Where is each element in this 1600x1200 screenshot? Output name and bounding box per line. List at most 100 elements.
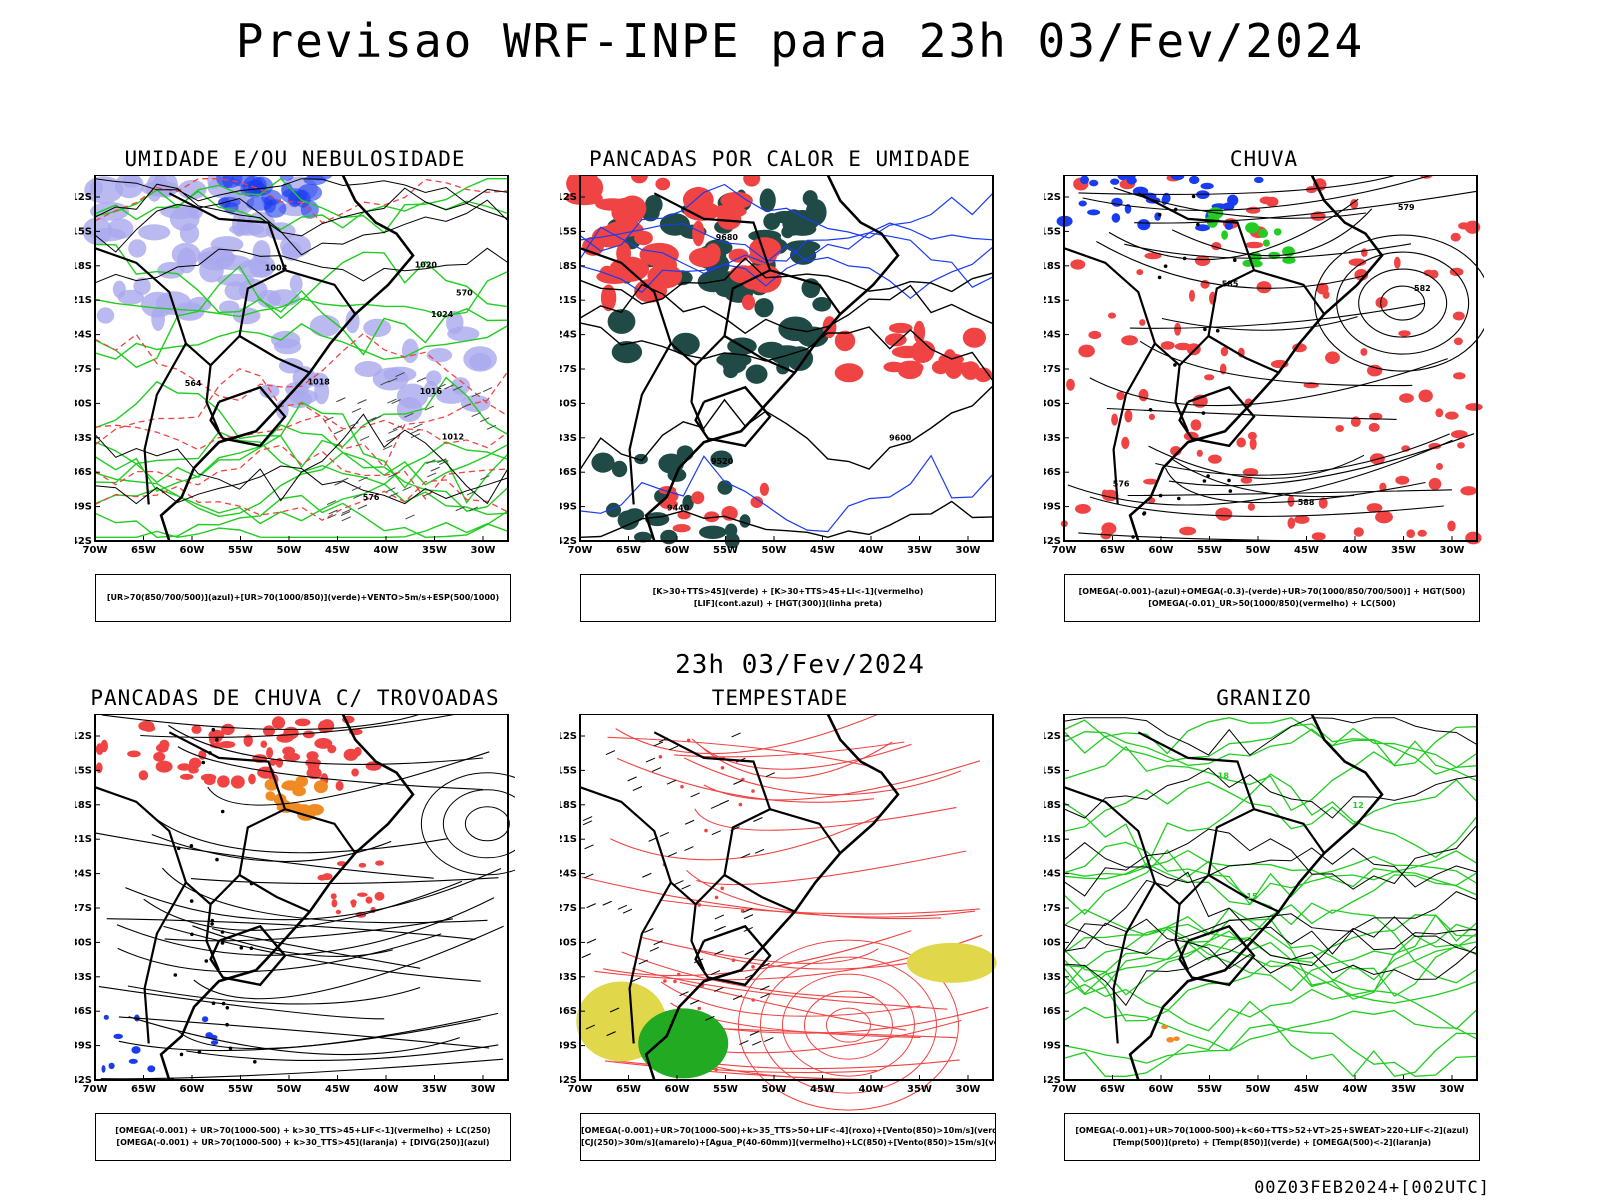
shaded-cell — [591, 452, 615, 473]
shaded-cell — [1101, 522, 1117, 535]
streamline-arrow — [1233, 258, 1237, 262]
shaded-cell — [294, 718, 311, 727]
shaded-cell — [365, 896, 373, 904]
lon-tick-label: 70W — [83, 545, 108, 556]
legend-line-1: [OMEGA(-0.001)+UR>70(1000-500)+k<60+TTS>… — [1075, 1126, 1469, 1135]
lat-tick-label: 24S — [1044, 869, 1061, 880]
shaded-cell — [1394, 256, 1401, 269]
shaded-cell — [108, 1062, 115, 1070]
streamline — [161, 867, 488, 924]
shaded-cell — [327, 744, 337, 754]
streamline-arrow — [680, 784, 684, 789]
field-shading — [1161, 1024, 1180, 1043]
legend-line-2: [OMEGA(-0.01)_UR>50(1000/850)(vermelho) … — [1148, 599, 1396, 608]
shaded-cell — [1350, 199, 1359, 209]
contour-line — [1063, 871, 1478, 955]
wind-vector — [444, 384, 454, 390]
streamline-arrow — [1148, 408, 1153, 412]
wind-vector — [386, 487, 396, 493]
shaded-cell — [1166, 1037, 1175, 1043]
lat-tick-label: 18S — [75, 261, 92, 272]
wind-vector — [351, 486, 362, 492]
shaded-cell — [1245, 222, 1260, 234]
wind-vector — [426, 459, 436, 465]
lon-tick-label: 70W — [83, 1084, 108, 1095]
streamline — [683, 757, 962, 796]
wind-vector — [631, 977, 641, 983]
contour-label: 9440 — [667, 503, 690, 512]
shaded-cell — [1124, 175, 1136, 181]
panel-granizo: GRANIZO 12S 15S 18S 21S 24S 27S 30S 33S 36S 39S 42… — [1044, 686, 1484, 1186]
contour-line — [579, 244, 994, 299]
shaded-cell — [1075, 504, 1091, 514]
shaded-cell — [177, 763, 192, 771]
uruguay-outline — [209, 385, 287, 448]
shaded-cell — [1335, 425, 1344, 432]
strong-wind-shading — [638, 1008, 729, 1079]
contour-line — [94, 368, 509, 469]
contour-line — [94, 265, 509, 369]
streamline — [186, 1044, 499, 1062]
streamline-arrow — [220, 809, 225, 814]
streamline-arrow — [210, 918, 215, 923]
lat-tick-label: 15S — [75, 765, 92, 776]
shaded-cell — [1148, 413, 1155, 421]
shaded-cell — [426, 347, 453, 363]
legend-line-1: [OMEGA(-0.001) + UR>70(1000-500) + k>30_… — [115, 1126, 491, 1135]
shaded-cell — [89, 201, 130, 221]
shaded-cell — [778, 316, 813, 342]
wind-vector — [714, 914, 725, 920]
shaded-cell — [358, 862, 367, 868]
uruguay-outline — [694, 924, 772, 987]
streamline — [163, 925, 481, 982]
streamline — [607, 736, 874, 768]
map-layer — [1063, 714, 1384, 1081]
wind-vector — [326, 500, 337, 506]
lat-tick-label: 21S — [75, 834, 92, 845]
contour-line — [579, 226, 994, 288]
wind-vector — [416, 377, 427, 383]
shaded-cell — [710, 450, 733, 468]
shaded-cell — [1215, 507, 1233, 521]
shaded-cell — [260, 740, 268, 748]
coastline — [1128, 714, 1384, 1081]
contour-label: 585 — [1222, 280, 1239, 289]
streamline — [98, 986, 385, 1020]
wind-vector — [740, 853, 751, 859]
lat-tick-label: 39S — [560, 502, 577, 513]
wind-vector — [585, 1024, 596, 1030]
shaded-cell — [152, 175, 168, 197]
forecast-time-subtitle: 23h 03/Fev/2024 — [675, 650, 925, 680]
lat-tick-label: 33S — [560, 433, 577, 444]
lon-tick-label: 70W — [1052, 1084, 1077, 1095]
lat-tick-label: 30S — [560, 937, 577, 948]
wind-vector — [622, 908, 633, 914]
lon-tick-label: 30W — [471, 1084, 496, 1095]
streamline-arrow — [176, 846, 181, 851]
lat-tick-label: 27S — [560, 364, 577, 375]
wind-vector — [328, 509, 338, 515]
streamline — [207, 751, 490, 806]
contour-line — [94, 178, 509, 224]
wind-vector — [674, 880, 684, 885]
map-layer — [1063, 175, 1384, 542]
shaded-cell — [1369, 412, 1383, 421]
shaded-cell — [212, 731, 223, 743]
wind-vector — [371, 415, 382, 421]
border-line — [168, 731, 287, 971]
wind-vector — [668, 745, 679, 751]
shaded-cell — [1173, 1036, 1180, 1041]
shaded-cell — [179, 223, 200, 244]
shaded-cell — [269, 758, 277, 766]
shaded-cell — [1436, 463, 1443, 470]
shaded-cell — [1450, 430, 1468, 439]
border-line — [628, 881, 672, 1044]
lon-tick-label: 50W — [277, 1084, 302, 1095]
shaded-cell — [1111, 213, 1121, 223]
contour-line — [579, 222, 994, 262]
field-shading — [101, 1014, 219, 1073]
streamline-arrow — [751, 998, 755, 1002]
border-line — [723, 874, 796, 913]
shaded-cell — [1273, 228, 1282, 236]
streamline-arrow — [676, 972, 681, 977]
